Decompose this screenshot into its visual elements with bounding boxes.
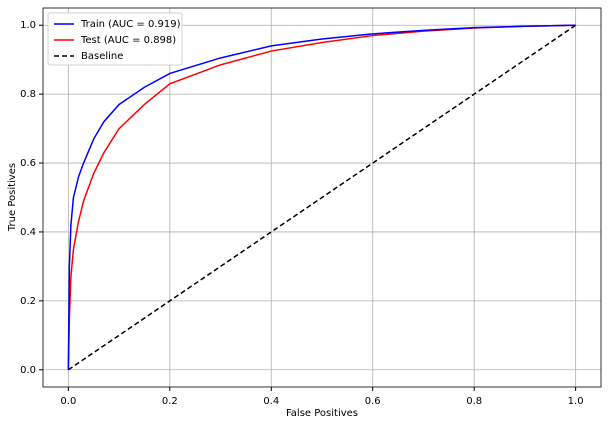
x-tick-label: 1.0 — [568, 396, 584, 407]
x-tick-label: 0.2 — [162, 396, 178, 407]
y-tick-label: 1.0 — [20, 20, 36, 31]
x-tick-label: 0.8 — [466, 396, 482, 407]
legend-label: Train (AUC = 0.919) — [80, 19, 181, 30]
y-tick-label: 0.0 — [20, 365, 36, 376]
x-axis-label: False Positives — [286, 408, 358, 419]
legend-label: Baseline — [81, 51, 123, 62]
x-tick-label: 0.4 — [263, 396, 279, 407]
line — [67, 24, 576, 370]
legend-label: Test (AUC = 0.898) — [80, 35, 176, 46]
plot-frame — [42, 7, 602, 388]
y-tick-label: 0.4 — [20, 227, 36, 238]
x-tick-label: 0.6 — [365, 396, 381, 407]
y-tick-label: 0.8 — [20, 89, 36, 100]
x-tick-label: 0.0 — [60, 396, 76, 407]
line — [67, 24, 577, 371]
y-tick-label: 0.2 — [20, 296, 36, 307]
y-tick-label: 0.6 — [20, 158, 36, 169]
y-axis-label: True Positives — [7, 163, 18, 232]
legend-box — [47, 12, 183, 66]
